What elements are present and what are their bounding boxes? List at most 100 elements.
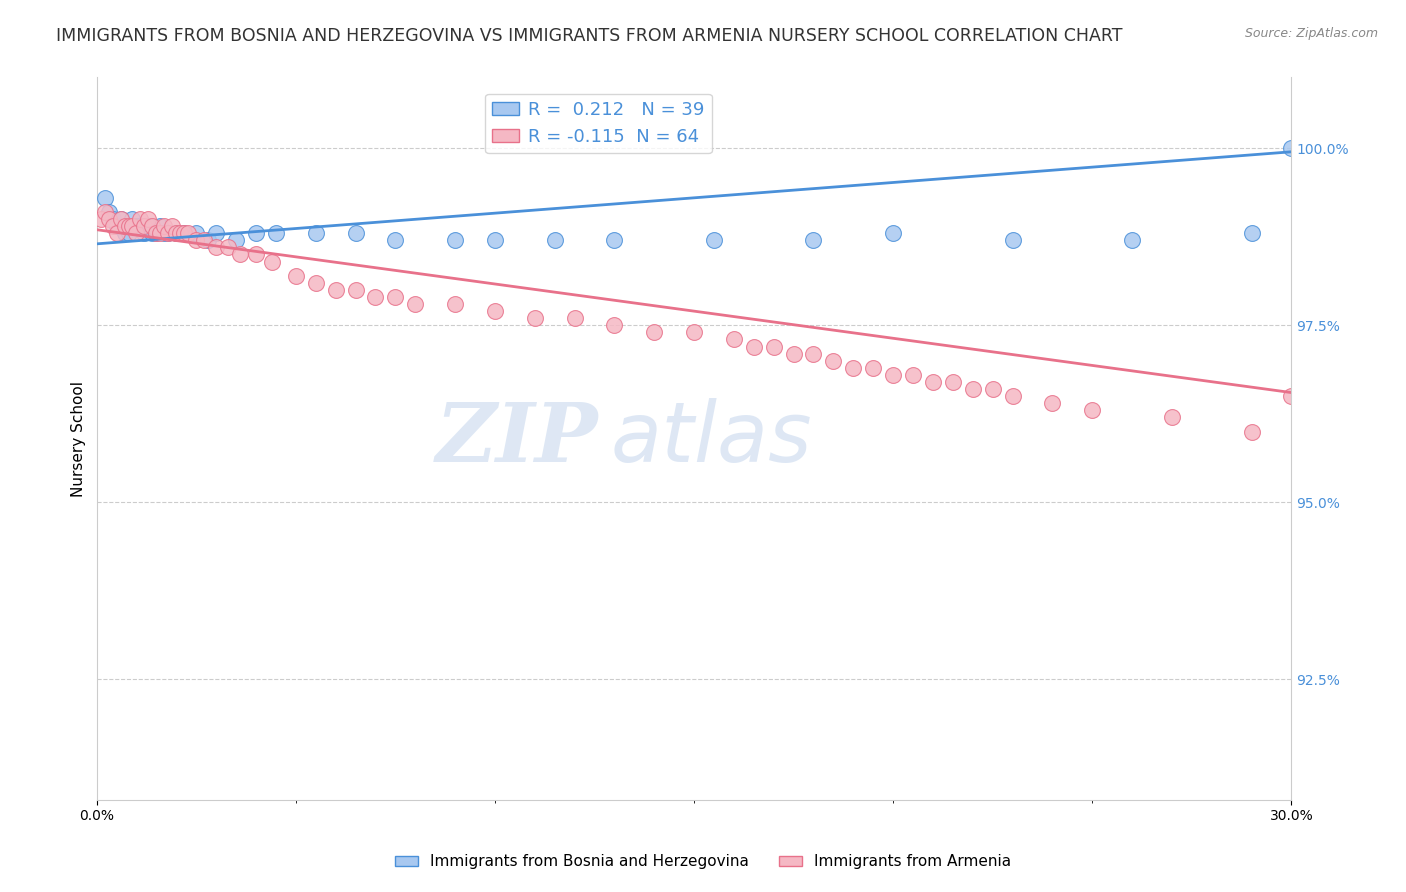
- Point: [842, 360, 865, 375]
- Text: IMMIGRANTS FROM BOSNIA AND HERZEGOVINA VS IMMIGRANTS FROM ARMENIA NURSERY SCHOOL: IMMIGRANTS FROM BOSNIA AND HERZEGOVINA V…: [56, 27, 1123, 45]
- Point: [125, 226, 148, 240]
- Point: [153, 219, 176, 234]
- Point: [862, 360, 884, 375]
- Point: [121, 212, 143, 227]
- Point: [93, 205, 115, 219]
- Point: [523, 311, 546, 326]
- Point: [97, 212, 120, 227]
- Point: [803, 233, 825, 247]
- Text: atlas: atlas: [610, 398, 813, 479]
- Point: [134, 226, 156, 240]
- Point: [145, 226, 167, 240]
- Point: [344, 226, 367, 240]
- Point: [922, 375, 945, 389]
- Point: [901, 368, 924, 382]
- Point: [603, 233, 626, 247]
- Point: [114, 219, 136, 234]
- Point: [1042, 396, 1064, 410]
- Point: [141, 226, 163, 240]
- Point: [193, 233, 215, 247]
- Text: ZIP: ZIP: [436, 399, 599, 479]
- Point: [305, 276, 328, 290]
- Point: [129, 212, 152, 227]
- Legend: R =  0.212   N = 39, R = -0.115  N = 64: R = 0.212 N = 39, R = -0.115 N = 64: [485, 94, 711, 153]
- Point: [1279, 389, 1302, 403]
- Point: [121, 219, 143, 234]
- Point: [384, 290, 406, 304]
- Point: [683, 326, 706, 340]
- Point: [981, 382, 1004, 396]
- Point: [186, 226, 208, 240]
- Point: [117, 226, 139, 240]
- Point: [942, 375, 965, 389]
- Point: [134, 219, 156, 234]
- Point: [205, 240, 228, 254]
- Point: [105, 219, 128, 234]
- Point: [114, 226, 136, 240]
- Point: [723, 333, 745, 347]
- Point: [1001, 389, 1024, 403]
- Point: [404, 297, 426, 311]
- Point: [153, 226, 176, 240]
- Point: [129, 219, 152, 234]
- Point: [284, 268, 307, 283]
- Y-axis label: Nursery School: Nursery School: [72, 381, 86, 497]
- Point: [162, 219, 184, 234]
- Point: [169, 226, 191, 240]
- Point: [364, 290, 387, 304]
- Point: [643, 326, 665, 340]
- Point: [245, 247, 267, 261]
- Point: [823, 353, 845, 368]
- Point: [117, 219, 139, 234]
- Point: [564, 311, 586, 326]
- Point: [225, 233, 247, 247]
- Point: [177, 226, 200, 240]
- Point: [138, 212, 160, 227]
- Point: [260, 254, 283, 268]
- Point: [110, 212, 132, 227]
- Point: [1240, 425, 1263, 439]
- Point: [762, 339, 785, 353]
- Text: Source: ZipAtlas.com: Source: ZipAtlas.com: [1244, 27, 1378, 40]
- Point: [742, 339, 765, 353]
- Point: [173, 226, 195, 240]
- Point: [484, 233, 506, 247]
- Point: [1081, 403, 1104, 417]
- Point: [882, 226, 904, 240]
- Point: [145, 226, 167, 240]
- Point: [97, 205, 120, 219]
- Point: [344, 283, 367, 297]
- Point: [217, 240, 239, 254]
- Point: [1001, 233, 1024, 247]
- Point: [444, 297, 467, 311]
- Point: [245, 226, 267, 240]
- Point: [703, 233, 725, 247]
- Point: [165, 226, 187, 240]
- Point: [173, 226, 195, 240]
- Point: [90, 212, 112, 227]
- Point: [93, 191, 115, 205]
- Point: [229, 247, 252, 261]
- Point: [149, 226, 172, 240]
- Point: [105, 226, 128, 240]
- Point: [110, 212, 132, 227]
- Point: [962, 382, 984, 396]
- Point: [782, 346, 804, 360]
- Point: [138, 219, 160, 234]
- Legend: Immigrants from Bosnia and Herzegovina, Immigrants from Armenia: Immigrants from Bosnia and Herzegovina, …: [388, 848, 1018, 875]
- Point: [603, 318, 626, 333]
- Point: [197, 233, 219, 247]
- Point: [165, 226, 187, 240]
- Point: [543, 233, 565, 247]
- Point: [384, 233, 406, 247]
- Point: [264, 226, 287, 240]
- Point: [1240, 226, 1263, 240]
- Point: [484, 304, 506, 318]
- Point: [444, 233, 467, 247]
- Point: [157, 226, 180, 240]
- Point: [325, 283, 347, 297]
- Point: [186, 233, 208, 247]
- Point: [205, 226, 228, 240]
- Point: [803, 346, 825, 360]
- Point: [1160, 410, 1182, 425]
